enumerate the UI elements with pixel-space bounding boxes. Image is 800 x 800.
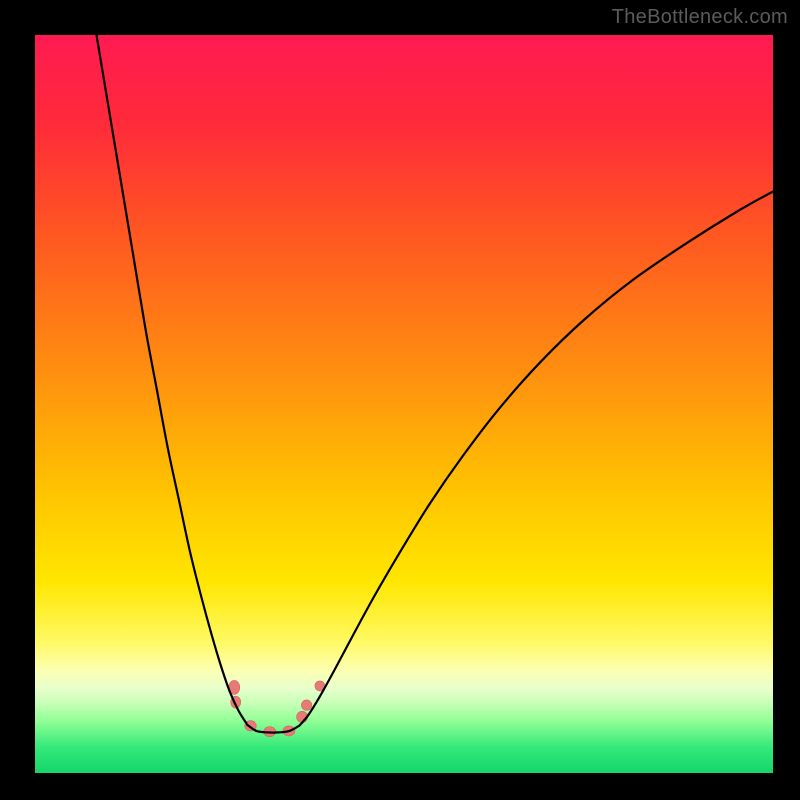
- plot-background: [35, 35, 773, 773]
- plot-frame: [35, 35, 773, 773]
- chart-stage: TheBottleneck.com: [0, 0, 800, 800]
- watermark-text: TheBottleneck.com: [612, 6, 788, 29]
- bottleneck-curve-chart: [35, 35, 773, 773]
- data-marker: [301, 700, 311, 710]
